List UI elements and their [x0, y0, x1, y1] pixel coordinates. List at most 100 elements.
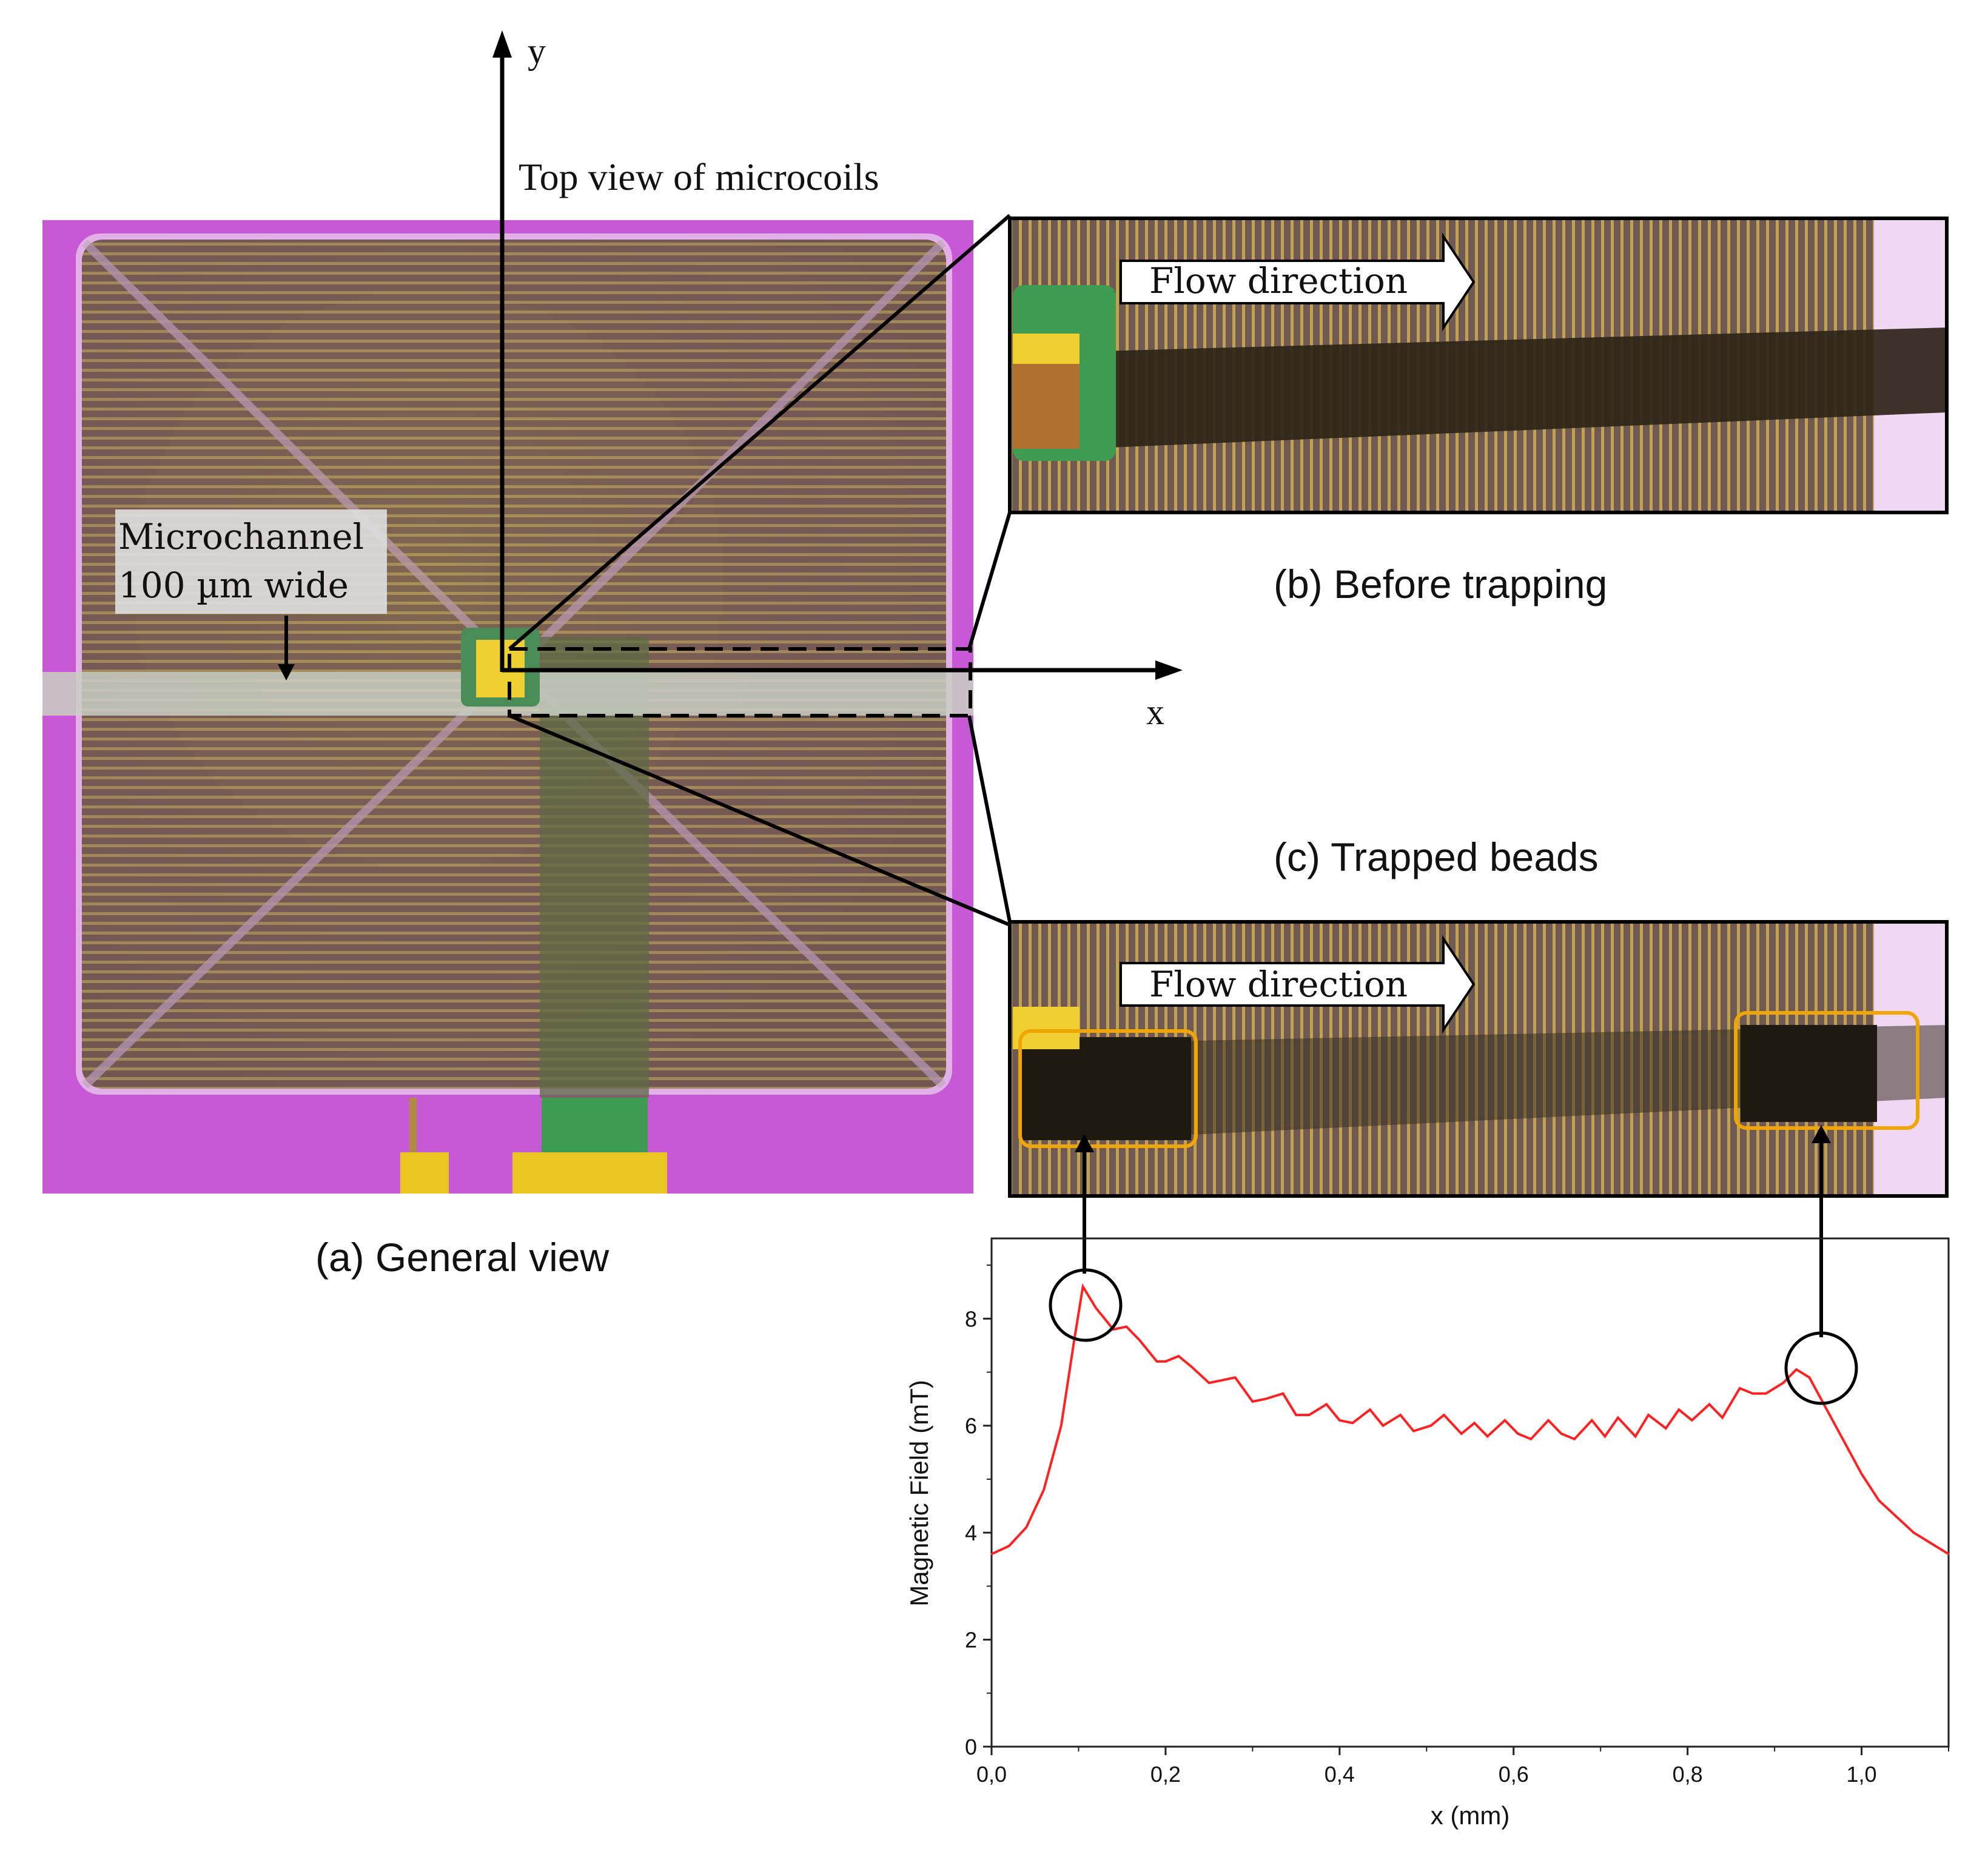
data-point — [1221, 1379, 1223, 1382]
microchannel-label-line2: 100 µm wide — [118, 565, 349, 606]
data-point — [1721, 1417, 1724, 1419]
data-point — [1060, 1425, 1063, 1427]
peak-circle-left — [1049, 1268, 1123, 1342]
data-point — [1164, 1360, 1167, 1363]
microchannel-pointer-arrowhead — [278, 664, 295, 680]
flow-label-b: Flow direction — [1149, 260, 1408, 301]
x-tick-label: 0,6 — [1499, 1762, 1529, 1787]
data-point — [1443, 1414, 1445, 1416]
data-point — [1751, 1392, 1754, 1395]
x-tick-label: 1,0 — [1847, 1762, 1877, 1787]
x-tick-label: 0,0 — [976, 1762, 1007, 1787]
x-axis-letter: x — [1146, 692, 1164, 732]
data-point — [1843, 1440, 1845, 1443]
y-axis-label: Magnetic Field (mT) — [905, 1380, 933, 1606]
magnetic-field-series-line — [991, 1283, 1950, 1556]
data-point — [1043, 1489, 1045, 1491]
data-point — [1486, 1435, 1489, 1437]
microchannel-label-line1: Microchannel — [118, 516, 364, 557]
zoom-line-c-top — [967, 715, 1012, 922]
data-point — [1325, 1403, 1328, 1405]
data-point — [1338, 1419, 1341, 1422]
y-tick-label: 0 — [965, 1735, 977, 1759]
data-point — [1460, 1432, 1463, 1435]
data-point — [1861, 1473, 1863, 1475]
data-point — [1399, 1414, 1402, 1416]
top-view-title: Top view of microcoils — [519, 155, 879, 198]
data-point — [1351, 1422, 1354, 1424]
zoom-region-dashed — [508, 647, 972, 717]
data-point — [1156, 1360, 1158, 1363]
flow-arrow-c — [1120, 935, 1476, 1034]
caption-before-trapping: (b) Before trapping — [1274, 562, 1608, 606]
data-point — [1560, 1432, 1563, 1435]
data-point — [1412, 1430, 1415, 1432]
data-point — [1234, 1376, 1237, 1379]
data-point — [1591, 1419, 1593, 1422]
data-point — [1295, 1414, 1297, 1416]
data-point — [1739, 1387, 1741, 1389]
data-point — [1503, 1419, 1506, 1422]
y-tick-label: 6 — [965, 1414, 977, 1439]
data-point — [1665, 1427, 1667, 1429]
data-point — [1008, 1545, 1010, 1547]
data-point — [1930, 1542, 1932, 1545]
y-tick-label: 4 — [965, 1520, 977, 1545]
data-point — [1095, 1307, 1097, 1309]
data-point — [1190, 1366, 1193, 1368]
data-point — [1264, 1398, 1267, 1400]
magnetic-field-chart: 0,0 0,2 0,4 0,6 0,8 1,0 0 2 4 6 8 x (mm) Magnetic … — [905, 1237, 1950, 1830]
data-point — [1473, 1422, 1476, 1424]
caption-trapped-beads: (c) Trapped beads — [1274, 835, 1599, 879]
before-trapping-frame — [1008, 217, 1949, 514]
data-point — [1825, 1408, 1828, 1411]
y-axis-arrowhead — [492, 30, 512, 58]
data-point — [1125, 1326, 1127, 1328]
x-axis-label: x (mm) — [1431, 1801, 1510, 1830]
peak-connector-left-head — [1075, 1134, 1094, 1152]
data-point — [1878, 1499, 1880, 1502]
data-point — [1913, 1531, 1915, 1534]
data-point — [1382, 1425, 1385, 1427]
data-point — [1634, 1435, 1637, 1437]
data-point — [1708, 1403, 1710, 1405]
data-point — [1177, 1355, 1180, 1357]
data-point — [1082, 1285, 1084, 1288]
data-point — [1947, 1553, 1950, 1555]
data-point — [1808, 1376, 1810, 1379]
plot-area-frame — [990, 1237, 1950, 1748]
data-point — [1765, 1392, 1767, 1395]
trapped-region-left — [1018, 1029, 1198, 1148]
trapped-region-right — [1734, 1011, 1919, 1130]
data-point — [1025, 1526, 1027, 1528]
data-point — [1782, 1382, 1784, 1384]
data-point — [1208, 1382, 1211, 1384]
zoom-line-top — [508, 213, 1011, 651]
data-point — [1429, 1425, 1432, 1427]
data-point — [1647, 1414, 1650, 1416]
y-tick-label: 8 — [965, 1306, 977, 1331]
data-point — [1369, 1408, 1371, 1411]
data-point — [1282, 1392, 1284, 1395]
x-tick-label: 0,8 — [1673, 1762, 1703, 1787]
x-axis-arrowhead — [1155, 660, 1183, 680]
y-axis-letter: y — [528, 31, 546, 71]
data-point — [1138, 1339, 1141, 1342]
data-point — [1517, 1432, 1519, 1435]
y-tick-label: 2 — [965, 1628, 977, 1653]
data-point — [1547, 1419, 1550, 1422]
data-point — [1895, 1516, 1898, 1518]
trapped-beads-photo — [1010, 922, 1947, 1196]
zoom-line-b-bottom — [967, 512, 1012, 650]
data-point — [1573, 1438, 1576, 1440]
caption-general-view: (a) General view — [315, 1235, 609, 1280]
x-tick-label: 0,4 — [1325, 1762, 1355, 1787]
data-point — [1617, 1417, 1619, 1419]
data-point — [1795, 1368, 1798, 1371]
x-tick-label: 0,2 — [1150, 1762, 1181, 1787]
data-point — [990, 1553, 993, 1555]
data-point — [1677, 1408, 1680, 1411]
data-point — [1308, 1414, 1311, 1416]
flow-label-c: Flow direction — [1149, 964, 1408, 1005]
